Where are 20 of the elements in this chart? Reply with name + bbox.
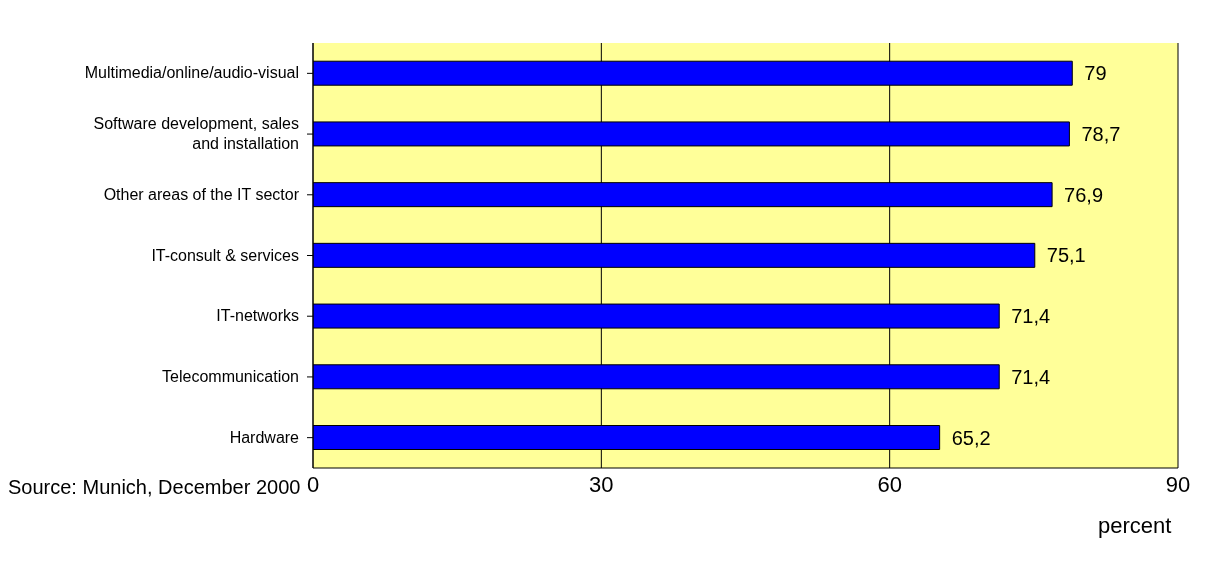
data-label: 71,4 [1011, 305, 1051, 328]
y-tick-label: Telecommunication [162, 367, 299, 385]
x-tick-label: 90 [1165, 471, 1191, 497]
data-label: 65,2 [951, 426, 991, 449]
y-tick-label: Hardware [229, 428, 300, 446]
data-label: 71,4 [1011, 365, 1051, 388]
x-tick-label: 0 [306, 471, 320, 497]
x-tick-label: 30 [589, 471, 614, 497]
y-tick-label: IT-consult & services [151, 246, 299, 264]
data-label: 75,1 [1046, 244, 1086, 267]
y-tick-label: Software development, sales and installation [93, 115, 299, 153]
data-label: 79 [1084, 62, 1107, 85]
data-label: 78,7 [1081, 122, 1121, 145]
y-tick-label: Other areas of the IT sector [103, 185, 300, 203]
x-axis-title: percent [1098, 513, 1172, 539]
data-label: 76,9 [1064, 183, 1104, 206]
x-tick-label: 60 [877, 471, 902, 497]
y-tick-label: Multimedia/online/audio-visual [84, 64, 299, 82]
y-tick-label: IT-networks [216, 307, 299, 325]
source-note: Source: Munich, December 2000 [8, 476, 301, 499]
